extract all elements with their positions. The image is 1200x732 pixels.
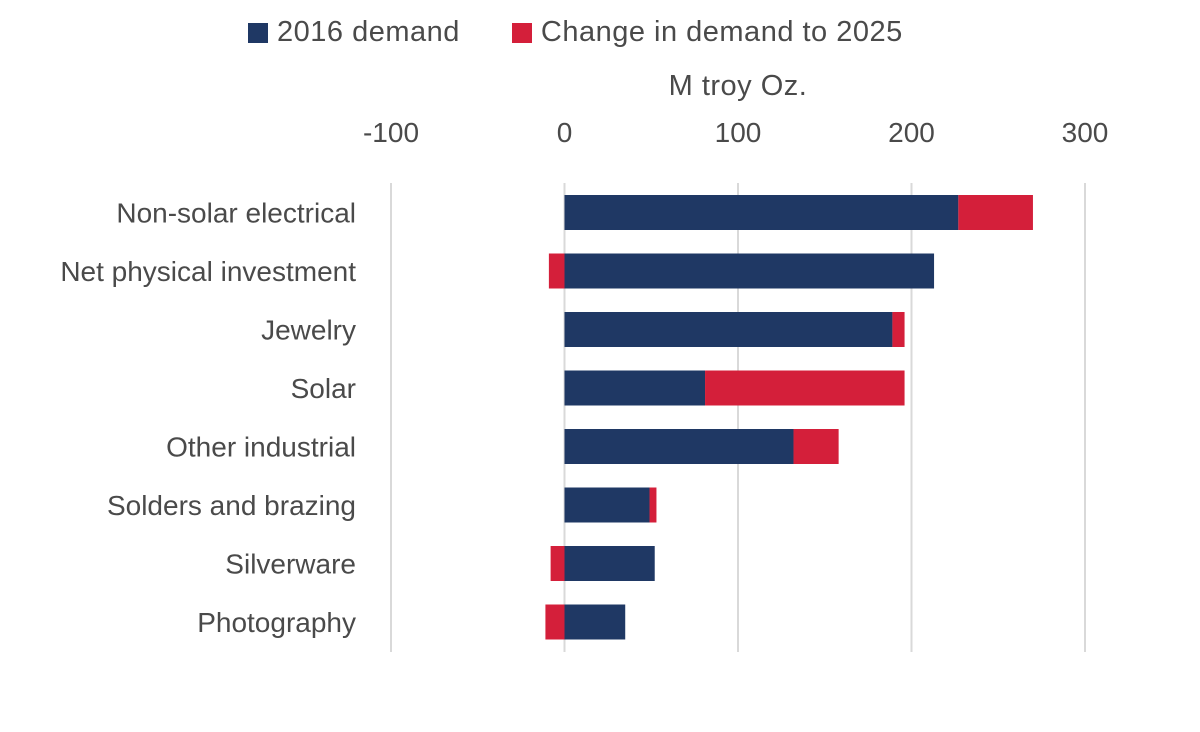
category-label: Silverware <box>225 549 356 580</box>
category-label: Net physical investment <box>60 256 356 287</box>
legend-swatch-change-in-demand <box>511 22 532 43</box>
bar-change-in-demand <box>548 253 565 289</box>
axis-unit-label: M troy Oz. <box>668 70 808 102</box>
category-label: Solders and brazing <box>107 490 356 521</box>
bar-2016-demand <box>564 429 794 464</box>
bar-change-in-demand <box>649 487 657 523</box>
bar-change-in-demand <box>705 370 905 406</box>
bar-2016-demand <box>564 604 626 640</box>
x-tick-label: 0 <box>557 117 573 148</box>
legend: 2016 demand Change in demand to 2025 <box>248 16 955 49</box>
x-tick-label: -100 <box>363 117 419 148</box>
category-label: Non-solar electrical <box>116 198 356 229</box>
bar-change-in-demand <box>545 604 565 640</box>
bar-change-in-demand <box>892 312 905 347</box>
category-label: Photography <box>197 607 356 638</box>
legend-item-change-in-demand: Change in demand to 2025 <box>511 16 903 49</box>
bar-2016-demand <box>564 312 893 347</box>
x-tick-label: 300 <box>1062 117 1109 148</box>
bar-change-in-demand <box>958 195 1033 230</box>
x-tick-label: 200 <box>888 117 935 148</box>
bar-change-in-demand <box>793 429 839 464</box>
category-label: Solar <box>291 373 356 404</box>
category-label: Other industrial <box>166 432 356 463</box>
bar-2016-demand <box>564 546 655 581</box>
category-label: Jewelry <box>261 315 356 346</box>
bar-2016-demand <box>564 370 706 406</box>
bar-2016-demand <box>564 253 935 289</box>
legend-label-2016-demand: 2016 demand <box>277 16 460 48</box>
bar-2016-demand <box>564 195 959 230</box>
legend-swatch-2016-demand <box>248 22 268 43</box>
legend-label-change-in-demand: Change in demand to 2025 <box>540 16 903 48</box>
bar-2016-demand <box>564 487 650 523</box>
x-tick-label: 100 <box>715 117 762 148</box>
bar-change-in-demand <box>550 546 565 581</box>
legend-item-2016-demand: 2016 demand <box>248 16 460 49</box>
